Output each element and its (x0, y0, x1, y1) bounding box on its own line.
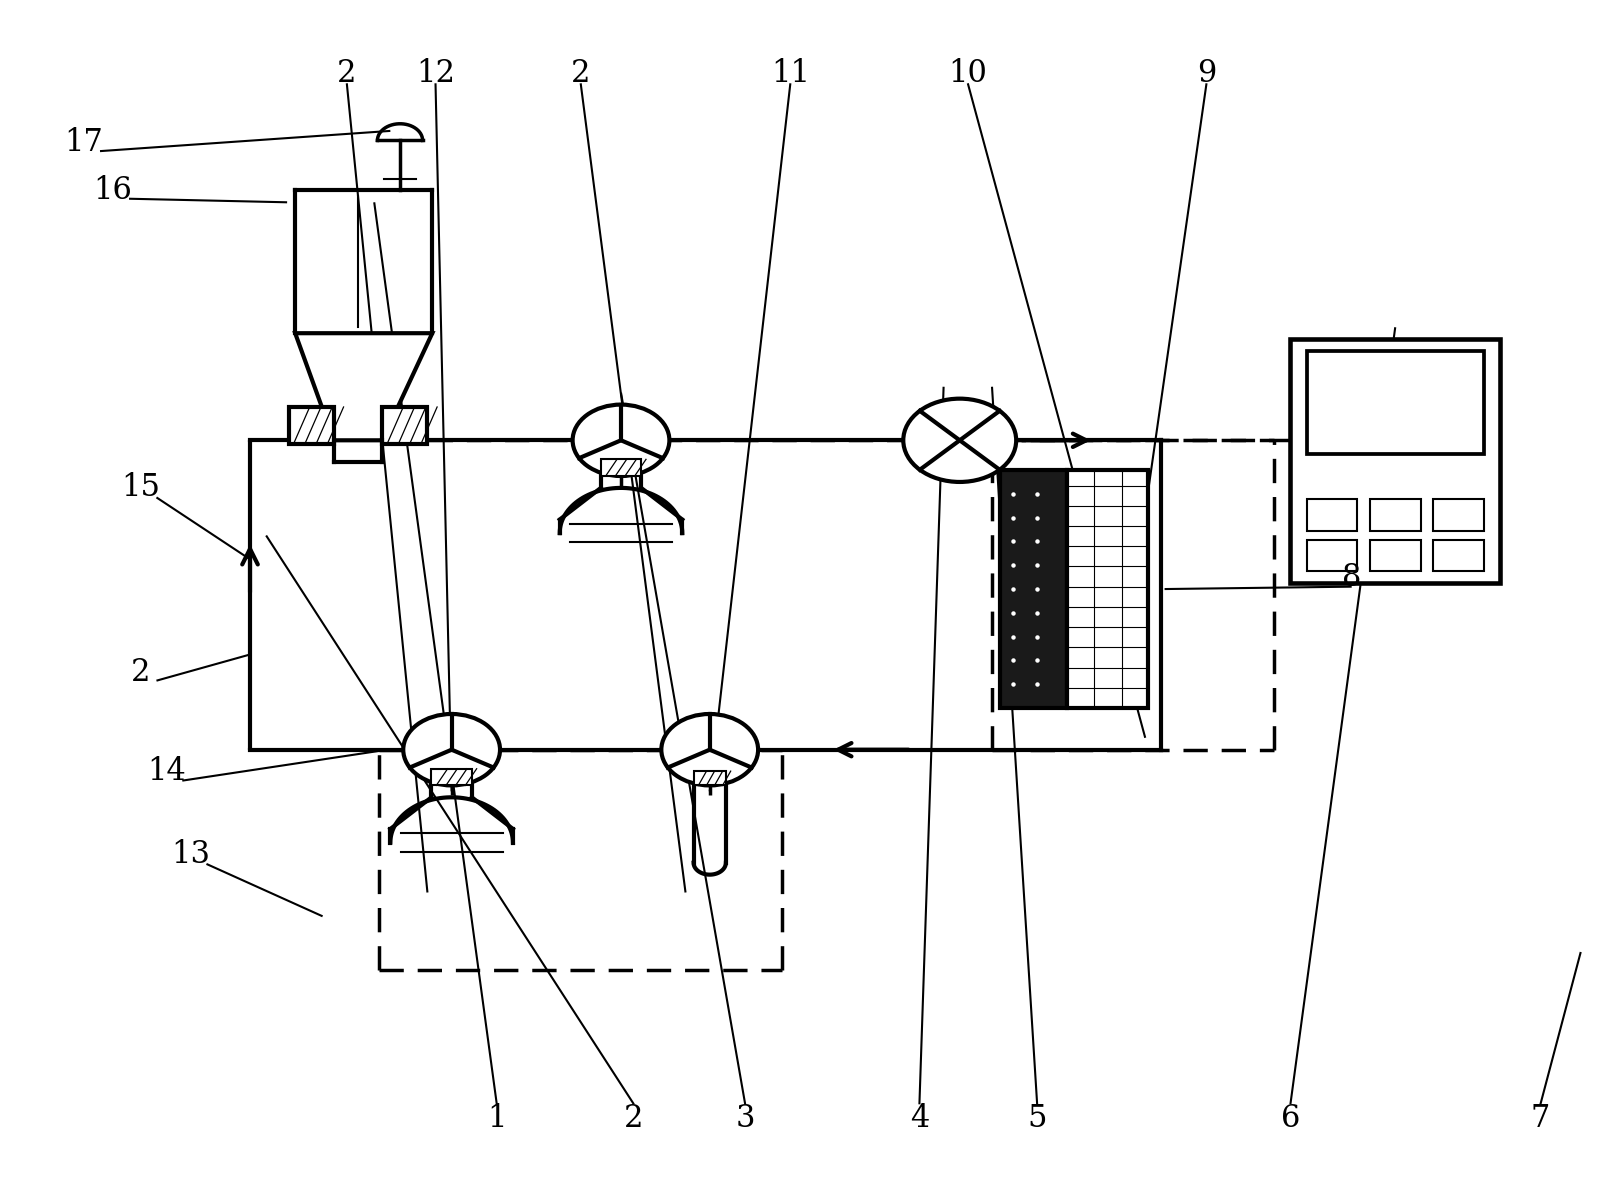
Text: 11: 11 (771, 58, 810, 89)
Bar (1307, 539, 1357, 571)
Text: 17: 17 (65, 127, 103, 158)
Circle shape (403, 714, 500, 785)
Text: 2: 2 (571, 58, 590, 89)
Text: 1: 1 (487, 1103, 506, 1134)
Text: 8: 8 (1342, 562, 1361, 593)
Bar (1307, 351, 1484, 453)
Text: 12: 12 (416, 58, 455, 89)
Bar (1369, 539, 1421, 571)
Text: 5: 5 (1027, 1103, 1047, 1134)
Circle shape (661, 714, 758, 785)
Bar (694, 771, 726, 785)
Bar (1369, 500, 1421, 531)
Text: 6: 6 (1281, 1103, 1300, 1134)
Bar (432, 769, 473, 785)
Bar (1000, 470, 1066, 708)
Text: 4: 4 (910, 1103, 929, 1134)
Bar (1290, 339, 1500, 583)
Bar (600, 459, 642, 476)
Text: 13: 13 (171, 839, 210, 870)
Text: 2: 2 (337, 58, 356, 89)
Polygon shape (289, 407, 334, 444)
Text: 3: 3 (736, 1103, 755, 1134)
Text: 14: 14 (147, 756, 185, 787)
Text: 16: 16 (94, 175, 132, 206)
Polygon shape (295, 333, 432, 440)
Circle shape (573, 405, 669, 476)
Bar (1307, 500, 1357, 531)
Text: 9: 9 (1197, 58, 1216, 89)
Circle shape (903, 399, 1016, 482)
Text: 10: 10 (948, 58, 987, 89)
Bar (1434, 539, 1484, 571)
Bar (1434, 500, 1484, 531)
Text: 2: 2 (131, 657, 150, 688)
Text: 7: 7 (1531, 1103, 1550, 1134)
Text: 15: 15 (121, 472, 160, 503)
Bar (1066, 470, 1148, 708)
Text: 2: 2 (624, 1103, 644, 1134)
Polygon shape (382, 407, 427, 444)
